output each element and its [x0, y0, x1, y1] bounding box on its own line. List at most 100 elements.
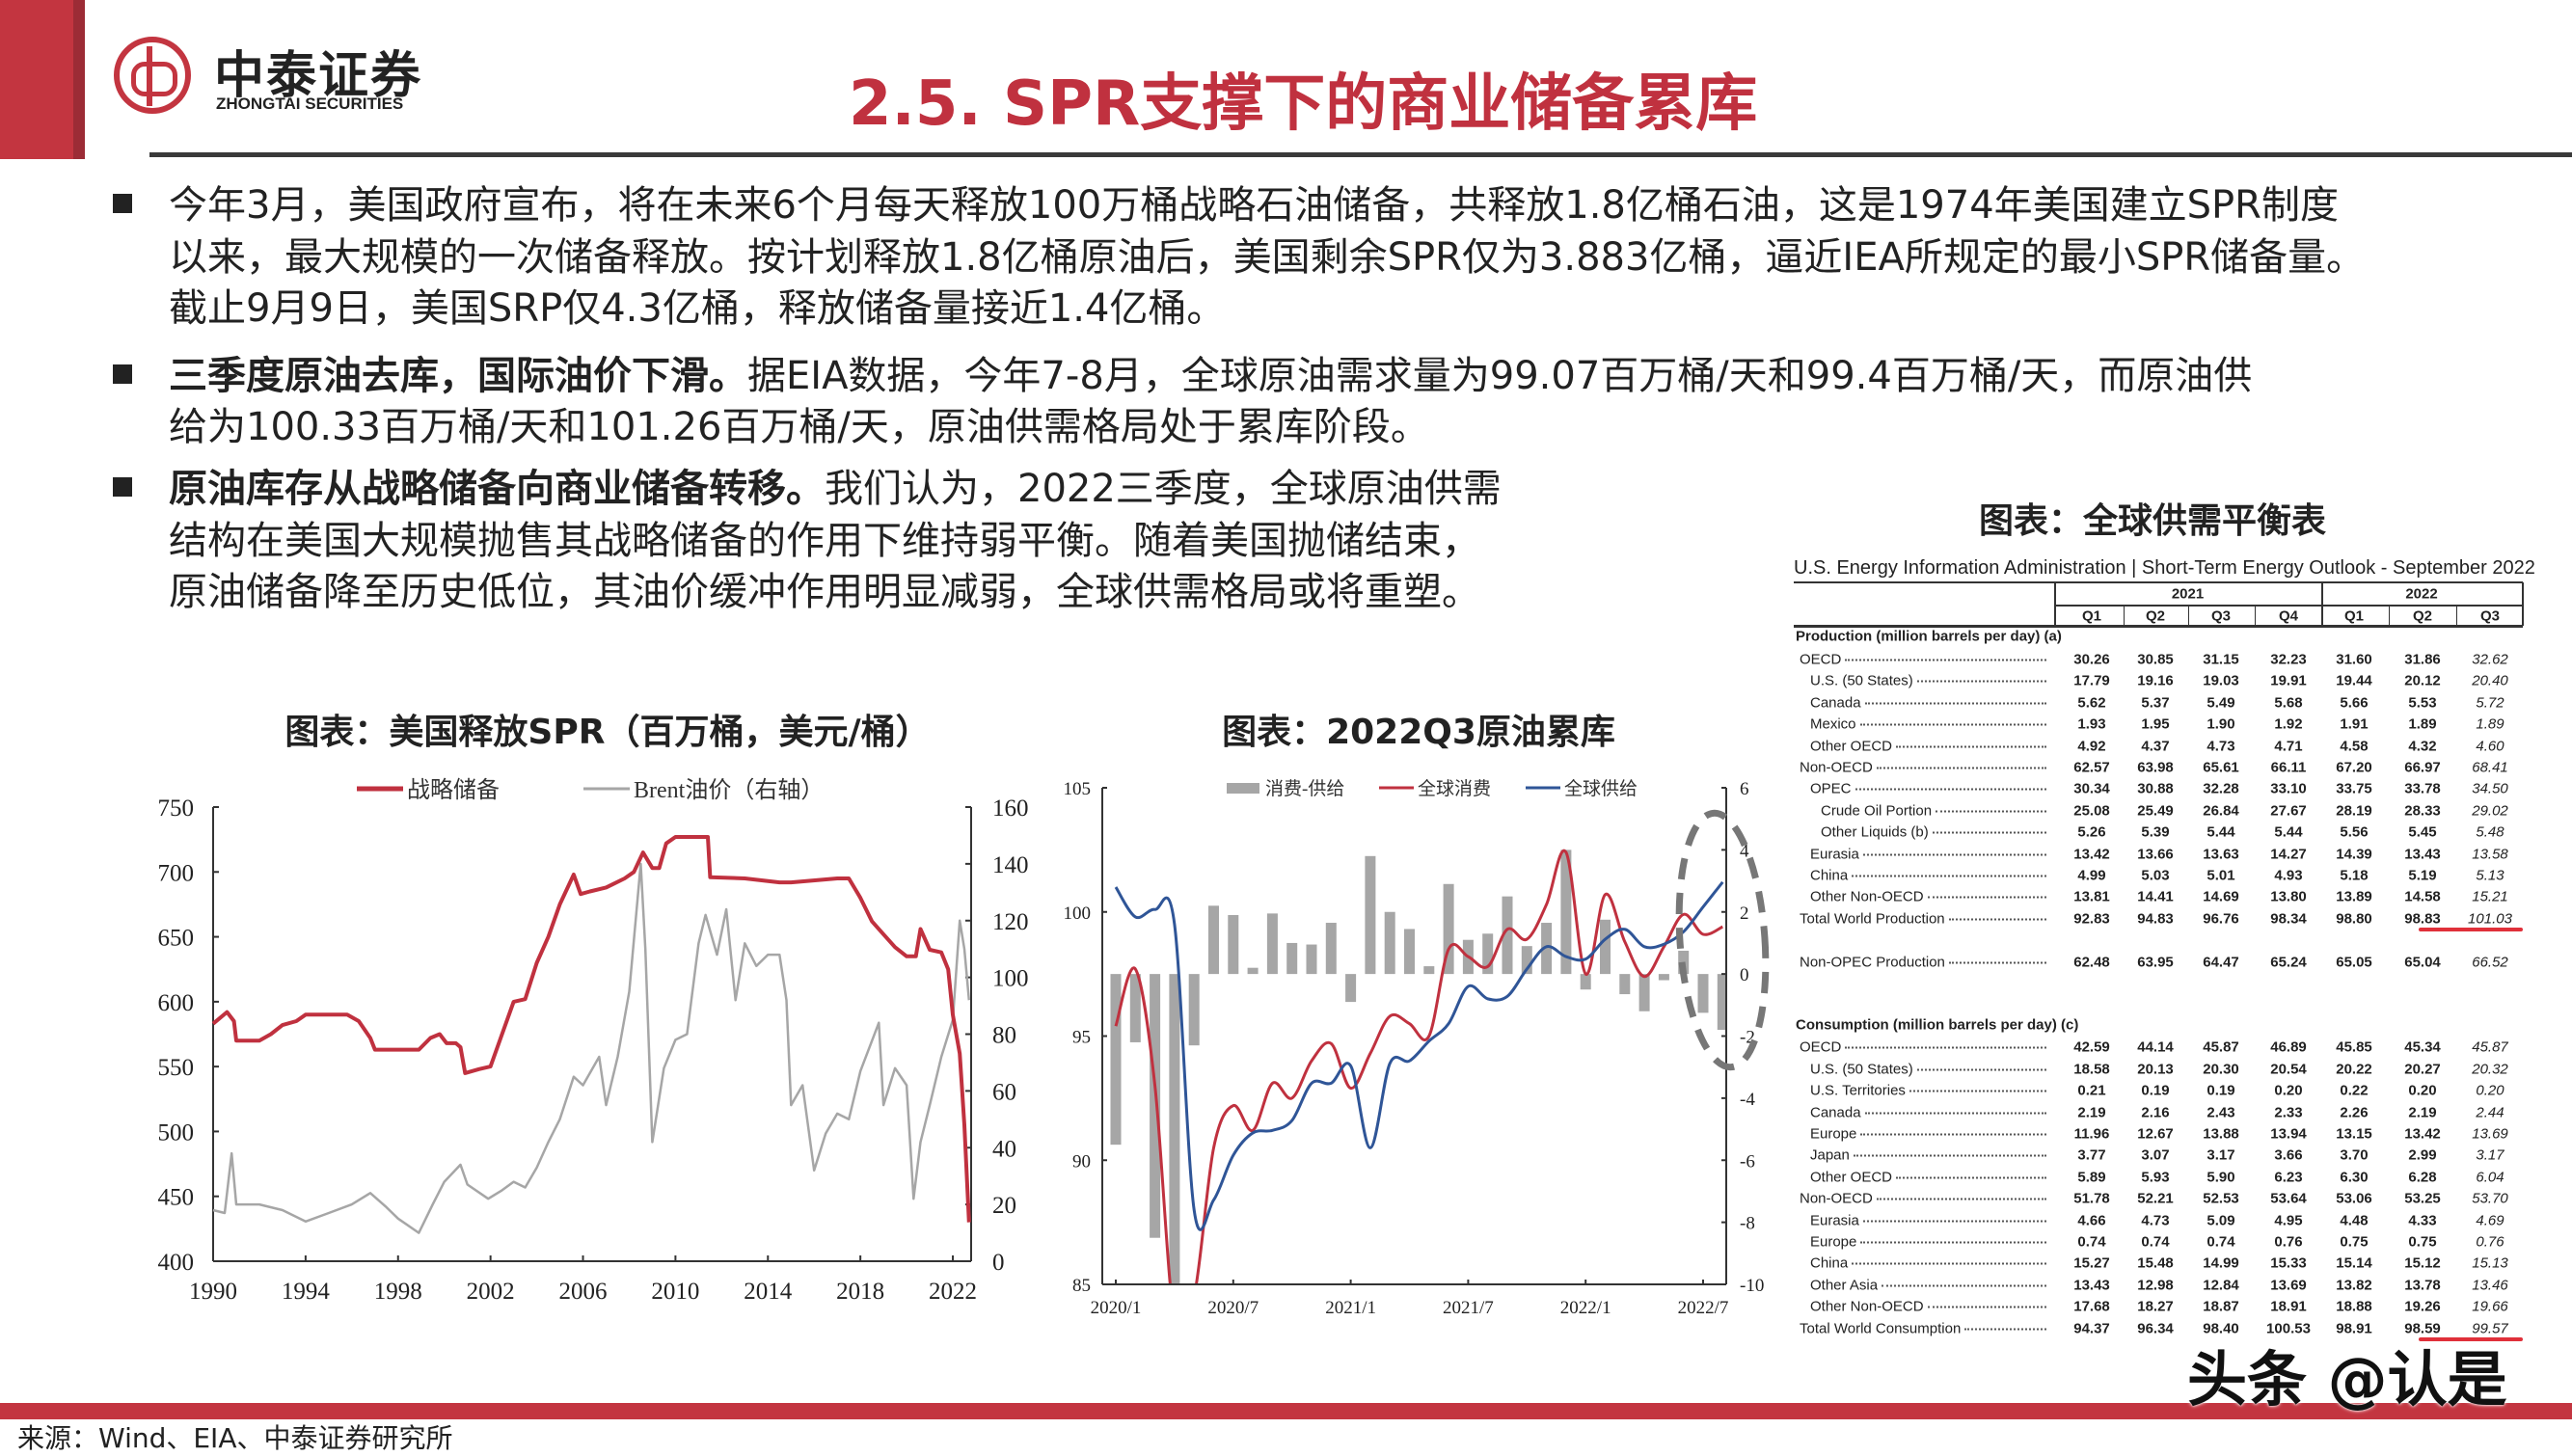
bullet-1-line-1: 今年3月，美国政府宣布，将在未来6个月每天释放100万桶战略石油储备，共释放1.… [169, 183, 2339, 228]
table-cell: 31.86 [2404, 651, 2441, 668]
table-cell: 29.02 [2472, 802, 2508, 820]
table-row-label: Other OECD [1810, 738, 2046, 754]
bullet-marker [113, 364, 132, 384]
header-divider [2124, 606, 2125, 626]
table-cell: 18.58 [2073, 1061, 2110, 1078]
table-cell: 65.24 [2270, 954, 2307, 971]
header-divider [2389, 606, 2390, 626]
row-label-text: Crude Oil Portion [1821, 802, 1933, 820]
left-tick-label: 85 [1072, 1276, 1091, 1296]
table-cell: 3.07 [2141, 1146, 2170, 1164]
right-tick-label: 0 [992, 1250, 1005, 1276]
legend-label: 战略储备 [407, 777, 500, 803]
table-cell: 64.47 [2203, 954, 2239, 971]
chart-2-title: 图表：2022Q3原油累库 [1222, 713, 1615, 752]
table-row-label: Other Liquids (b) [1821, 824, 2046, 841]
bullet-2-bold: 三季度原油去库，国际油价下滑。 [169, 354, 747, 398]
table-cell: 5.93 [2141, 1169, 2170, 1186]
table-cell: 4.58 [2340, 738, 2369, 755]
table-cell: 66.52 [2472, 954, 2508, 971]
leader-dots [1852, 1262, 2046, 1265]
x-tick-label: 2022 [929, 1279, 977, 1305]
x-tick-label: 2020/1 [1091, 1298, 1142, 1318]
table-cell: 13.46 [2472, 1277, 2508, 1294]
table-cell: 4.37 [2141, 738, 2170, 755]
table-cell: 53.64 [2270, 1190, 2307, 1207]
table-cell: 65.04 [2404, 954, 2441, 971]
table-cell: 46.89 [2270, 1038, 2307, 1056]
table-cell: 62.57 [2073, 759, 2110, 776]
x-tick-label: 2020/7 [1207, 1298, 1259, 1318]
leader-dots [1927, 896, 2046, 899]
right-tick-label: -8 [1740, 1214, 1755, 1234]
watermark: 头条 @认是 [2187, 1344, 2507, 1415]
right-tick-label: -10 [1740, 1276, 1764, 1296]
table-cell: 68.41 [2472, 759, 2508, 776]
x-tick-label: 2021/7 [1443, 1298, 1494, 1318]
table-cell: 20.12 [2404, 672, 2441, 689]
table-row-label: OECD [1800, 651, 2046, 667]
table-cell: 28.19 [2336, 802, 2372, 820]
table-cell: 11.96 [2073, 1125, 2110, 1143]
table-cell: 5.45 [2408, 823, 2437, 841]
right-tick-label: 80 [992, 1023, 1016, 1049]
table-cell: 13.81 [2073, 888, 2110, 905]
table-row-label: Other OECD [1810, 1169, 2046, 1185]
leader-dots [1936, 810, 2046, 813]
row-label-text: Canada [1810, 694, 1861, 712]
table-cell: 98.34 [2270, 910, 2307, 928]
table-cell: 20.40 [2472, 672, 2508, 689]
table-cell: 4.33 [2408, 1212, 2437, 1229]
table-cell: 4.99 [2077, 867, 2106, 884]
leader-dots [1852, 875, 2046, 877]
table-cell: 1.90 [2207, 715, 2235, 733]
table-row-label: Other Non-OECD [1810, 1299, 2046, 1315]
bullet-3-text: 我们认为，2022三季度，全球原油供需 [825, 467, 1502, 511]
table-cell: 13.88 [2203, 1125, 2239, 1143]
row-label-text: China [1810, 867, 1849, 884]
table-cell: 5.49 [2207, 694, 2235, 712]
x-tick-label: 2018 [836, 1279, 884, 1305]
table-cell: 98.40 [2203, 1320, 2239, 1337]
table-cell: 18.27 [2137, 1298, 2174, 1315]
table-cell: 3.17 [2476, 1146, 2504, 1164]
row-label-text: Non-OPEC Production [1800, 954, 1945, 971]
bullet-3-line-1: 原油库存从战略储备向商业储备转移。我们认为，2022三季度，全球原油供需 [169, 463, 1502, 515]
table-row-label: Non-OPEC Production [1800, 954, 2046, 970]
right-tick-label: 4 [1740, 841, 1749, 861]
table-cell: 4.73 [2141, 1212, 2170, 1229]
table-cell: 15.27 [2073, 1254, 2110, 1272]
table-cell: 66.97 [2404, 759, 2441, 776]
table-cell: 5.01 [2207, 867, 2235, 884]
table-row-label: China [1810, 867, 2046, 883]
legend-label: 消费-供给 [1265, 778, 1344, 799]
table-cell: 17.79 [2073, 672, 2110, 689]
table-cell: 6.23 [2274, 1169, 2303, 1186]
right-tick-label: 160 [992, 795, 1029, 822]
chart-1-title: 图表：美国释放SPR（百万桶，美元/桶） [284, 713, 931, 752]
table-cell: 27.67 [2270, 802, 2307, 820]
left-tick-label: 400 [158, 1250, 195, 1276]
left-tick-label: 90 [1072, 1151, 1091, 1172]
table-cell: 3.77 [2077, 1146, 2106, 1164]
table-row-label: Total World Consumption [1800, 1320, 2046, 1336]
table-cell: 101.03 [2468, 910, 2512, 928]
bar-2021/8 [1482, 933, 1494, 975]
row-label-text: Canada [1810, 1104, 1861, 1121]
row-label-text: China [1810, 1254, 1849, 1272]
header-divider [2456, 606, 2457, 626]
bar-2020/4 [1169, 974, 1180, 1284]
x-tick-label: 2002 [467, 1279, 515, 1305]
table-cell: 13.43 [2073, 1277, 2110, 1294]
table-cell: 13.15 [2336, 1125, 2372, 1143]
table-cell: 20.30 [2203, 1061, 2239, 1078]
bullet-2-line-2: 给为100.33百万桶/天和101.26百万桶/天，原油供需格局处于累库阶段。 [169, 405, 1429, 449]
row-label-text: Total World Production [1800, 910, 1945, 928]
left-tick-label: 450 [158, 1185, 195, 1211]
table-cell: 52.53 [2203, 1190, 2239, 1207]
bar-2021/9 [1502, 896, 1513, 975]
leader-dots [1909, 1090, 2046, 1092]
table-cell: 5.90 [2207, 1169, 2235, 1186]
leader-dots [1855, 788, 2046, 791]
row-label-text: U.S. (50 States) [1810, 1061, 1913, 1078]
